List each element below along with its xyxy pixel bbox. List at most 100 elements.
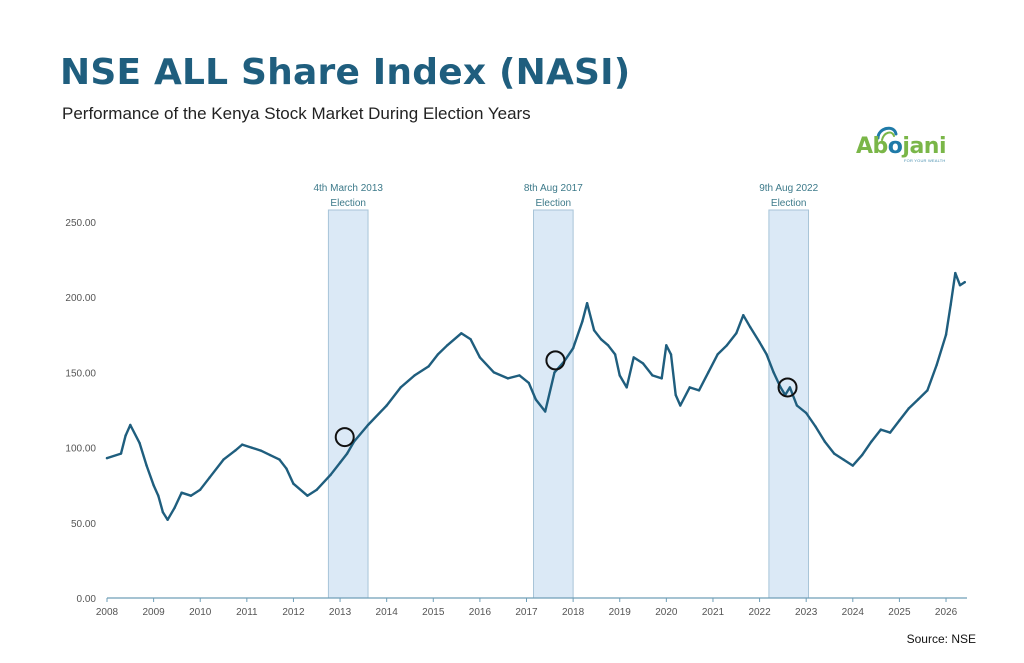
x-tick-label-2025: 2025	[888, 607, 911, 618]
data-point	[338, 461, 342, 464]
data-point	[222, 458, 225, 461]
data-point	[492, 371, 496, 374]
x-tick-label-2020: 2020	[655, 607, 678, 618]
data-point	[954, 271, 957, 275]
election-band-3	[768, 209, 810, 599]
chart-labels: 4th March 2013 Election 8th Aug 2017 Electi…	[65, 183, 957, 618]
data-point	[199, 488, 202, 491]
data-point	[345, 452, 349, 455]
data-point	[963, 281, 966, 284]
abojani-logo: Abojani FOR YOUR WEALTH	[854, 120, 964, 168]
data-point	[660, 377, 663, 380]
data-point	[625, 386, 628, 389]
data-point	[506, 377, 510, 380]
data-point	[879, 428, 882, 431]
data-point	[366, 423, 370, 427]
data-point	[795, 404, 799, 407]
data-point	[641, 362, 645, 365]
data-point	[534, 398, 537, 401]
data-point	[860, 453, 864, 457]
data-point	[152, 484, 155, 487]
data-point	[180, 491, 183, 494]
data-point	[329, 473, 332, 476]
x-tick-label-2011: 2011	[236, 607, 258, 618]
chart-title: NSE ALL Share Index (NASI)	[60, 52, 631, 93]
y-tick-label-3: 150.00	[65, 368, 96, 379]
data-point	[119, 452, 123, 455]
x-tick-label-2016: 2016	[469, 607, 492, 618]
x-tick-label-2024: 2024	[842, 607, 865, 618]
data-point	[772, 371, 775, 374]
data-point	[944, 333, 948, 336]
data-point	[585, 302, 589, 305]
data-point	[935, 363, 938, 367]
data-point	[544, 410, 547, 413]
data-point	[788, 386, 792, 389]
x-tick-label-2019: 2019	[609, 607, 632, 618]
data-point	[949, 303, 952, 306]
nasi-series-line	[105, 271, 966, 521]
y-tick-label-5: 250.00	[65, 218, 96, 229]
data-point	[735, 332, 738, 335]
data-point	[716, 353, 719, 356]
chart-subtitle: Performance of the Kenya Stock Market Du…	[62, 104, 531, 123]
data-point	[527, 381, 530, 385]
y-tick-label-2: 100.00	[65, 444, 96, 455]
data-point	[870, 440, 873, 443]
data-point	[958, 284, 962, 287]
election-label-date-2: 8th Aug 2017	[524, 183, 583, 194]
x-tick-label-2023: 2023	[795, 607, 818, 618]
data-point	[460, 332, 463, 335]
data-point	[234, 449, 237, 452]
logo-text-o: o	[887, 134, 903, 159]
x-tick-label-2010: 2010	[189, 607, 212, 618]
data-point	[278, 458, 281, 461]
data-point	[679, 404, 682, 407]
data-point	[129, 423, 132, 427]
data-point	[259, 449, 262, 452]
data-point	[833, 452, 836, 455]
logo-wordmark: Abojani	[856, 134, 946, 159]
data-point	[469, 338, 472, 341]
data-point	[518, 374, 521, 377]
data-point	[399, 386, 402, 389]
y-tick-label-1: 50.00	[71, 519, 96, 530]
data-point	[779, 386, 782, 389]
data-point	[553, 371, 556, 374]
data-point	[592, 329, 596, 332]
data-point	[651, 374, 654, 377]
election-bands	[327, 209, 810, 599]
y-tick-label-4: 200.00	[65, 293, 96, 304]
data-point	[665, 344, 668, 347]
x-tick-label-2026: 2026	[935, 607, 958, 618]
election-label-text-1: Election	[330, 198, 366, 209]
source-note: Source: NSE	[906, 632, 976, 646]
data-point	[446, 344, 449, 347]
data-point	[285, 467, 288, 470]
data-point	[606, 344, 610, 347]
chart-axes	[106, 597, 967, 602]
data-point	[742, 314, 745, 317]
data-point	[916, 398, 920, 401]
data-point	[208, 476, 211, 479]
election-label-date-3: 9th Aug 2022	[759, 183, 818, 194]
data-point	[851, 464, 854, 467]
data-point	[145, 464, 148, 467]
data-point	[688, 386, 691, 389]
x-tick-label-2018: 2018	[562, 607, 585, 618]
data-point	[105, 456, 109, 460]
data-point	[907, 407, 910, 410]
data-point	[385, 404, 388, 407]
logo-swoosh-icon	[876, 126, 898, 141]
data-point	[124, 434, 127, 437]
data-point	[805, 411, 808, 415]
election-band-1	[327, 209, 369, 599]
data-point	[478, 356, 482, 359]
data-point	[241, 443, 244, 446]
data-point	[618, 374, 621, 377]
y-tick-label-0: 0.00	[77, 594, 97, 605]
x-tick-label-2008: 2008	[96, 607, 119, 618]
x-tick-label-2022: 2022	[748, 607, 771, 618]
data-point	[268, 453, 272, 457]
